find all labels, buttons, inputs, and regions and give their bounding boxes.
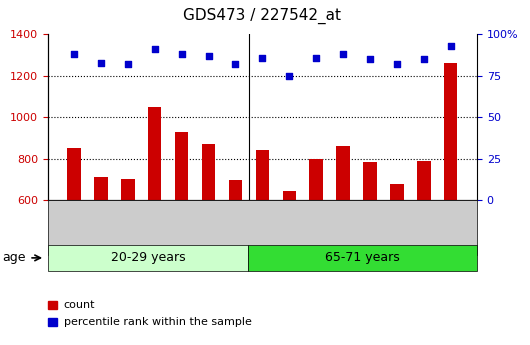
- Text: percentile rank within the sample: percentile rank within the sample: [64, 317, 251, 327]
- Point: [231, 61, 240, 67]
- Bar: [282, 191, 296, 200]
- Bar: [390, 184, 404, 200]
- Point: [178, 52, 186, 57]
- Point: [285, 73, 294, 79]
- Point: [258, 55, 267, 60]
- Point: [151, 47, 159, 52]
- Text: 65-71 years: 65-71 years: [325, 252, 400, 264]
- Text: 20-29 years: 20-29 years: [111, 252, 185, 264]
- Point: [339, 52, 347, 57]
- Bar: [202, 144, 215, 200]
- Bar: [310, 159, 323, 200]
- Bar: [148, 107, 162, 200]
- Point: [70, 52, 78, 57]
- Point: [312, 55, 321, 60]
- Point: [366, 57, 374, 62]
- Bar: [444, 63, 457, 200]
- Bar: [255, 150, 269, 200]
- Bar: [363, 162, 377, 200]
- Point: [420, 57, 428, 62]
- Point: [204, 53, 213, 59]
- Text: count: count: [64, 300, 95, 310]
- Bar: [94, 177, 108, 200]
- Bar: [417, 161, 430, 200]
- Point: [123, 61, 132, 67]
- Point: [446, 43, 455, 49]
- Bar: [175, 132, 188, 200]
- Bar: [121, 179, 135, 200]
- Bar: [229, 180, 242, 200]
- Bar: [337, 146, 350, 200]
- Point: [96, 60, 105, 66]
- Text: age: age: [3, 252, 26, 264]
- Bar: [67, 148, 81, 200]
- Point: [393, 61, 401, 67]
- Text: GDS473 / 227542_at: GDS473 / 227542_at: [183, 8, 341, 24]
